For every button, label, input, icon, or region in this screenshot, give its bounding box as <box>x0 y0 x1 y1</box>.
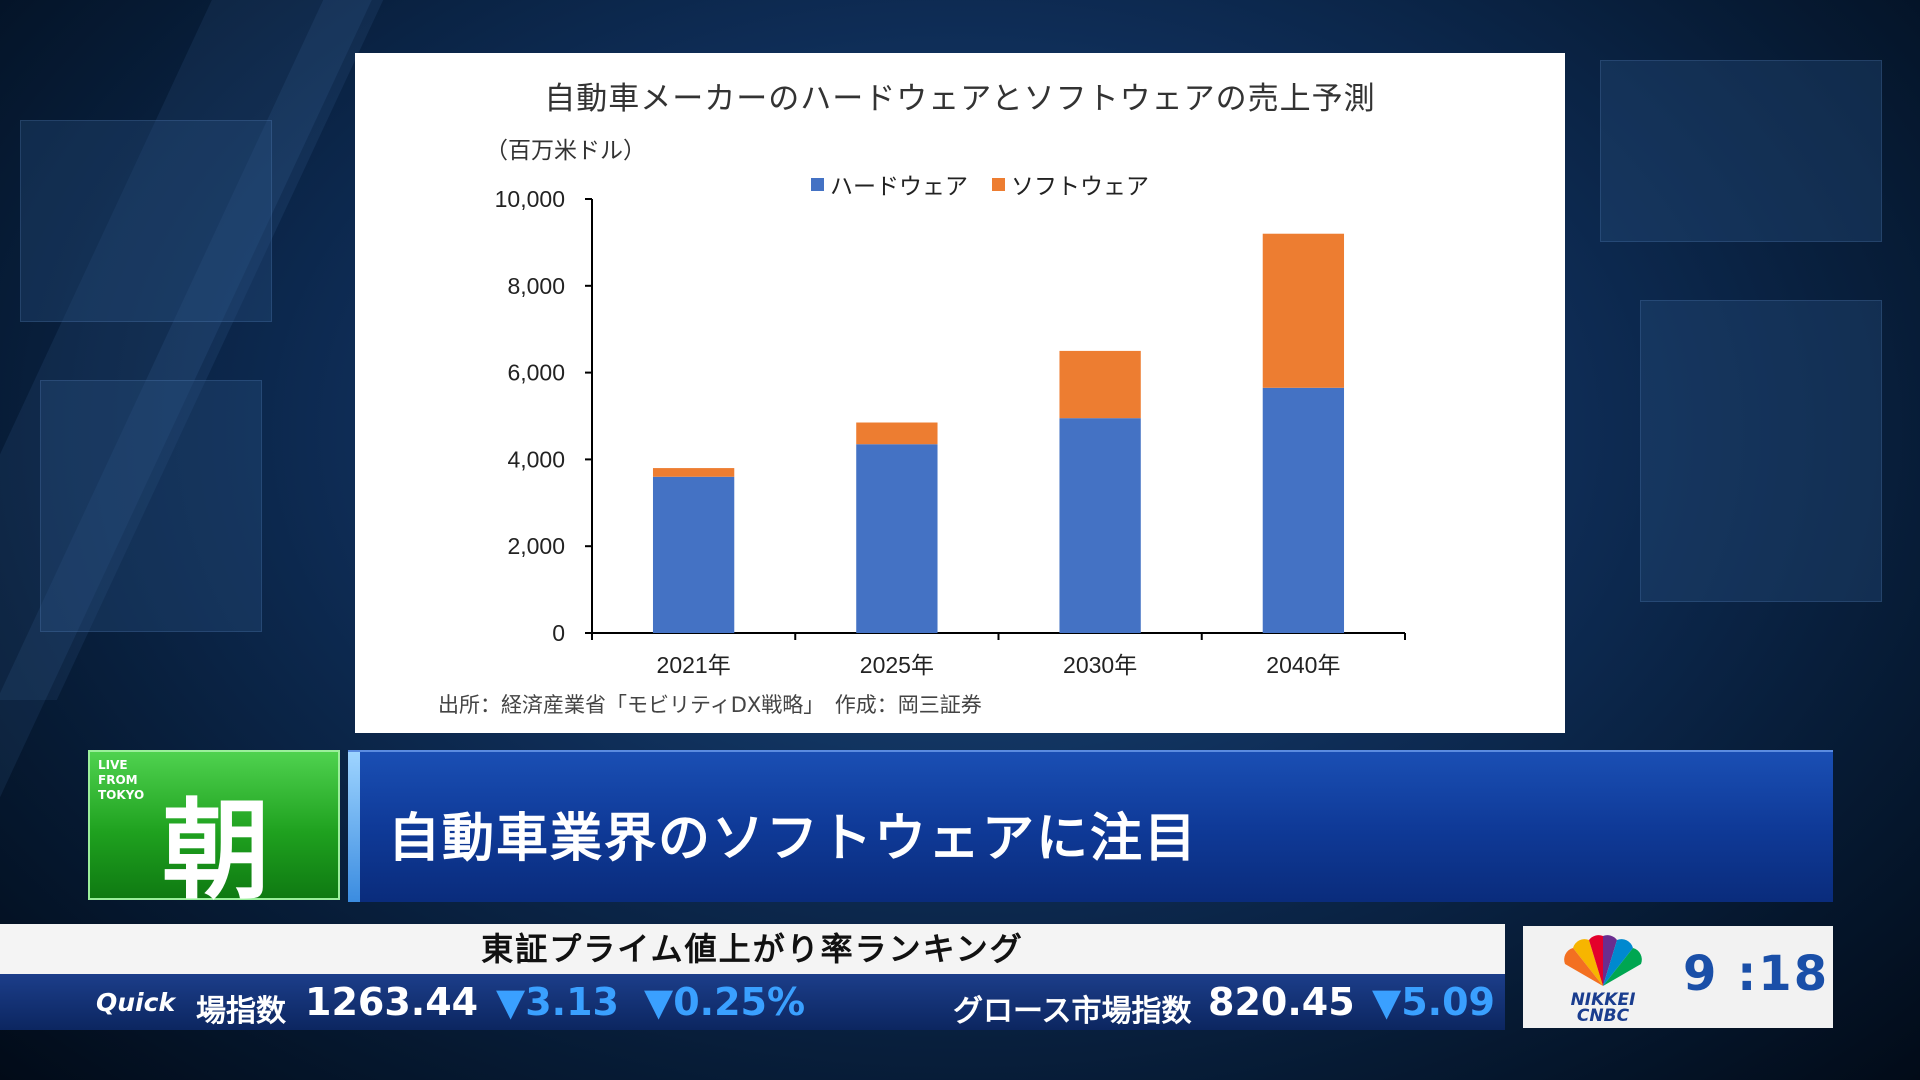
y-tick-label: 0 <box>552 620 565 646</box>
nikkei-cnbc-logo: NIKKEI CNBC <box>1553 934 1653 1026</box>
ticker-title: 東証プライム値上がり率ランキング <box>481 930 1024 968</box>
clock-time: 9 :18 <box>1683 946 1830 1002</box>
legend-item-software: ソフトウェア <box>992 167 1149 201</box>
index1-change: ▼3.13 <box>496 980 619 1024</box>
background-panel <box>1640 300 1882 602</box>
headline-accent <box>348 752 360 902</box>
headline-text: 自動車業界のソフトウェアに注目 <box>388 809 1199 869</box>
chart-plot: 0 2,000 4,000 6,000 8,000 10,000 2021年 2025年 203… <box>495 186 1406 678</box>
y-tick-label: 6,000 <box>507 360 565 386</box>
logo-text-nikkei: NIKKEI <box>1570 990 1636 1010</box>
background-panel <box>1600 60 1882 242</box>
legend-label-software: ソフトウェア <box>1011 174 1149 200</box>
legend-swatch-hardware <box>811 177 824 191</box>
chart-card: 自動車メーカーのハードウェアとソフトウェアの売上予測 （百万米ドル） ハードウェ… <box>355 53 1565 733</box>
y-tick-label: 4,000 <box>507 446 565 472</box>
index2-change: ▼5.09 <box>1372 980 1495 1024</box>
chart-title: 自動車メーカーのハードウェアとソフトウェアの売上予測 <box>544 81 1376 117</box>
bar-software <box>1262 233 1345 388</box>
bar-hardware <box>856 444 938 633</box>
live-from-tokyo-tag: LIVE FROM TOKYO <box>98 758 145 802</box>
bar-hardware <box>652 476 735 633</box>
cnbc-logo-text: NIKKEI CNBC <box>1553 990 1653 1026</box>
y-tick-label: 8,000 <box>507 273 565 299</box>
legend-swatch-software <box>992 177 1005 191</box>
bar-software <box>652 468 735 477</box>
background-panel <box>20 120 272 322</box>
bar-hardware <box>1262 387 1345 633</box>
logo-text-cnbc: CNBC <box>1576 1006 1630 1026</box>
index1-value: 1263.44 <box>305 980 479 1024</box>
peacock-icon <box>1564 935 1642 986</box>
legend-label-hardware: ハードウェア <box>830 174 968 200</box>
y-axis-unit-label: （百万米ドル） <box>485 138 646 164</box>
ticker-title-bar: 東証プライム値上がり率ランキング <box>0 924 1505 974</box>
bar-software <box>1059 350 1141 419</box>
program-logo: LIVE FROM TOKYO 朝 <box>88 750 340 914</box>
index2-value: 820.45 <box>1208 980 1355 1024</box>
chart-legend: ハードウェア ソフトウェア <box>811 167 1149 201</box>
x-tick-label: 2021年 <box>657 652 731 678</box>
quick-logo: Quick <box>96 988 176 1017</box>
index1-label: 場指数 <box>196 994 286 1029</box>
ticker-bar: Quick 場指数 1263.44 ▼3.13 ▼0.25% グロース市場指数 … <box>0 974 1505 1030</box>
source-note: 出所：経済産業省「モビリティDX戦略」 作成：岡三証券 <box>438 693 982 717</box>
index2-label: グロース市場指数 <box>953 994 1192 1029</box>
x-tick-label: 2025年 <box>860 652 934 678</box>
y-tick-label: 10,000 <box>495 186 565 212</box>
bar-hardware <box>1059 418 1141 633</box>
background-panel <box>40 380 262 632</box>
y-tick-label: 2,000 <box>507 533 565 559</box>
bar-software <box>856 422 938 445</box>
x-tick-label: 2030年 <box>1063 652 1137 678</box>
index1-percent: ▼0.25% <box>644 980 806 1024</box>
headline-bar: 自動車業界のソフトウェアに注目 <box>348 750 1833 902</box>
clock-box: NIKKEI CNBC 9 :18 <box>1523 926 1833 1028</box>
x-tick-label: 2040年 <box>1266 652 1340 678</box>
program-logo-char: 朝 <box>161 789 270 914</box>
legend-item-hardware: ハードウェア <box>811 167 968 201</box>
